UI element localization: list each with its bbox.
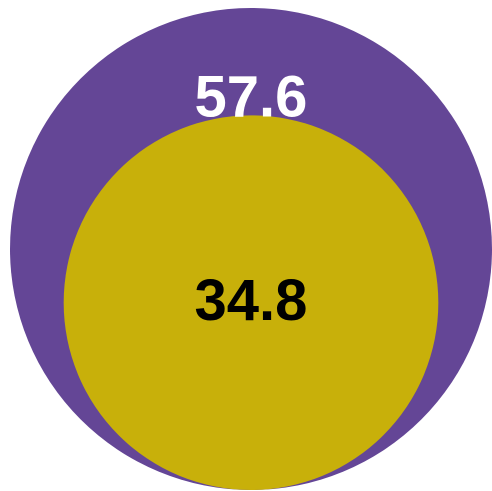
inner-value-label: 34.8 <box>195 268 308 333</box>
inner-circle <box>63 115 439 490</box>
outer-value-label: 57.6 <box>195 64 308 129</box>
